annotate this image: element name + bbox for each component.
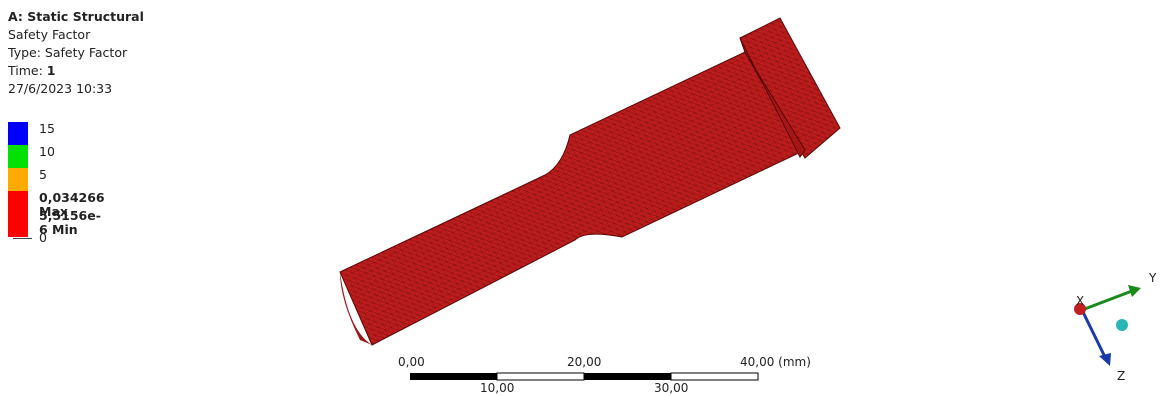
scale-bar: 0,00 20,00 40,00 (mm) 10,00 30,00 [398, 355, 811, 395]
scale-label: 40,00 (mm) [740, 355, 811, 369]
date: 27/6/2023 10:33 [8, 80, 144, 98]
scene: 0,00 20,00 40,00 (mm) 10,00 30,00 X Y Z [0, 0, 1165, 396]
legend-baseline: 0 [39, 231, 47, 245]
title: A: Static Structural [8, 8, 144, 26]
scale-label: 0,00 [398, 355, 425, 369]
result-info: A: Static Structural Safety Factor Type:… [8, 8, 144, 98]
legend-label: 5 [39, 168, 47, 182]
axis-label: Y [1148, 271, 1157, 285]
scale-label: 10,00 [480, 381, 514, 395]
result-type: Type: Safety Factor [8, 44, 144, 62]
legend-label: 15 [39, 122, 55, 136]
time-value: 1 [47, 63, 56, 78]
axis-label: X [1076, 294, 1084, 308]
legend-min: 5,5156e-6 Min [39, 209, 101, 237]
model [340, 18, 840, 345]
scale-label: 30,00 [654, 381, 688, 395]
triad: X Y Z [1074, 271, 1157, 383]
axis-label: Z [1117, 369, 1125, 383]
time-label: Time: [8, 63, 43, 78]
scale-label: 20,00 [567, 355, 601, 369]
legend-label: 10 [39, 145, 55, 159]
viewport: 0,00 20,00 40,00 (mm) 10,00 30,00 X Y Z … [0, 0, 1165, 396]
time: Time: 1 [8, 62, 144, 80]
result-name: Safety Factor [8, 26, 144, 44]
